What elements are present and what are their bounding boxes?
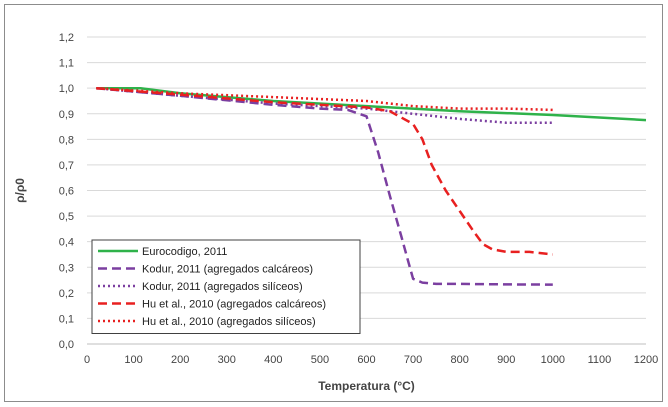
y-axis-title: ρ/ρ0 <box>13 178 27 203</box>
legend-label: Hu et al., 2010 (agregados calcáreos) <box>142 299 326 311</box>
x-tick-label: 800 <box>450 354 468 366</box>
chart-frame <box>4 4 663 402</box>
x-tick-label: 100 <box>124 354 142 366</box>
x-tick-label: 200 <box>171 354 189 366</box>
series-group <box>96 86 647 286</box>
y-tick-label: 0,6 <box>59 186 74 198</box>
legend-label: Hu et al., 2010 (agregados silíceos) <box>142 316 316 328</box>
x-tick-label: 400 <box>264 354 282 366</box>
x-tick-label: 500 <box>311 354 329 366</box>
x-tick-label: 1200 <box>634 354 658 366</box>
y-tick-label: 0,5 <box>59 211 74 223</box>
y-tick-label: 0,4 <box>59 237 74 249</box>
series-line-4 <box>96 86 553 256</box>
x-tick-label: 600 <box>357 354 375 366</box>
series-line-2 <box>96 86 553 286</box>
legend-box <box>91 239 361 334</box>
y-tick-label: 1,0 <box>59 83 74 95</box>
y-tick-label: 0,9 <box>59 109 74 121</box>
x-axis-title: Temperatura (°C) <box>318 379 415 393</box>
series-line-1 <box>96 86 647 122</box>
x-tick-label: 1100 <box>588 354 612 366</box>
legend-label: Kodur, 2011 (agregados calcáreos) <box>142 264 313 276</box>
y-axis-ticks: 0,0 0,1 0,2 0,3 0,4 0,5 0,6 0,7 0,8 0,9 1,0 1,1 1,2 <box>59 32 74 351</box>
legend-label: Kodur, 2011 (agregados silíceos) <box>142 281 303 293</box>
y-tick-label: 0,1 <box>59 313 74 325</box>
x-tick-label: 0 <box>84 354 90 366</box>
y-tick-label: 0,7 <box>59 160 74 172</box>
x-axis-ticks: 0 100 200 300 400 500 600 700 800 900 1000 1100 1200 <box>84 354 658 366</box>
y-tick-label: 0,0 <box>59 339 74 351</box>
y-tick-label: 1,1 <box>59 58 74 70</box>
legend: Eurocodigo, 2011 Kodur, 2011 (agregados c… <box>91 239 361 334</box>
x-tick-label: 700 <box>404 354 422 366</box>
y-tick-label: 0,8 <box>59 134 74 146</box>
x-tick-label: 300 <box>218 354 236 366</box>
y-tick-label: 0,3 <box>59 262 74 274</box>
x-tick-label: 900 <box>497 354 515 366</box>
x-tick-label: 1000 <box>541 354 565 366</box>
y-tick-label: 0,2 <box>59 288 74 300</box>
y-tick-label: 1,2 <box>59 32 74 44</box>
legend-label: Eurocodigo, 2011 <box>142 246 227 258</box>
